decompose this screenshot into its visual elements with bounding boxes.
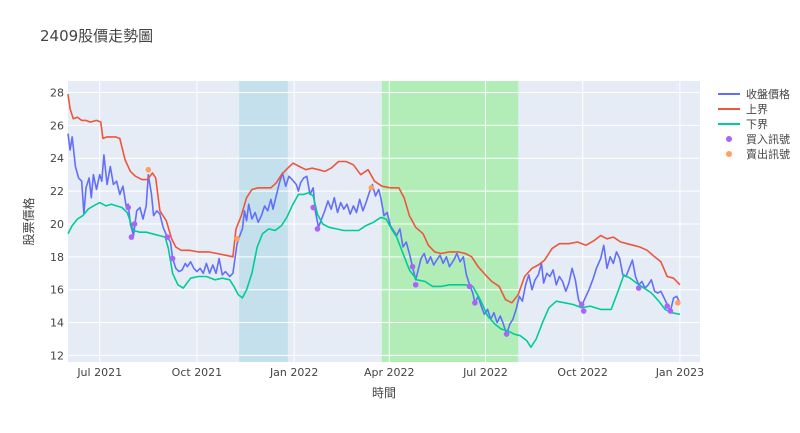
signal-marker-5[interactable] [675,300,681,306]
signal-marker-4[interactable] [503,331,510,337]
signal-marker-4[interactable] [667,308,674,314]
series-line-1 [67,133,681,335]
signal-marker-5[interactable] [368,185,375,191]
legend-item[interactable]: 下界 [718,118,768,131]
signal-marker-4[interactable] [169,255,176,262]
x-tick-label: Jul 2021 [76,366,122,379]
signal-marker-4[interactable] [409,263,416,270]
y-tick-label: 28 [50,87,64,100]
legend-swatch-marker [726,151,732,157]
legend-item[interactable]: 買入訊號 [726,132,790,146]
x-tick-label: Oct 2022 [557,366,608,379]
signal-marker-4[interactable] [310,204,316,211]
x-tick-label: Oct 2021 [172,366,223,379]
series-line-3 [67,191,681,348]
signal-marker-4[interactable] [314,226,321,232]
signal-marker-4[interactable] [466,283,473,290]
y-tick-label: 18 [50,251,64,264]
x-tick-label: Jan 2022 [269,366,318,379]
y-tick-labels: 12 14 16 18 20 22 24 26 28 [50,87,64,363]
legend-swatch-marker [726,136,732,142]
signal-marker-5[interactable] [234,235,240,242]
legend-item[interactable]: 收盤價格 [718,87,790,101]
legend-item[interactable]: 賣出訊號 [726,147,790,161]
y-axis-title: 股票價格 [21,197,36,245]
signal-marker-4[interactable] [635,285,642,291]
legend-label: 上界 [746,103,768,116]
y-tick-label: 14 [50,317,64,330]
signal-marker-4[interactable] [578,301,585,308]
shaded-region-1 [239,81,288,362]
x-tick-label: Apr 2022 [364,366,415,379]
signal-marker-4[interactable] [580,308,587,314]
y-tick-label: 20 [50,218,64,231]
x-tick-labels: Jul 2021 Oct 2021 Jan 2022 Apr 2022 Jul 2022… [76,366,704,379]
signal-marker-4[interactable] [412,281,419,288]
legend-label: 賣出訊號 [746,147,790,161]
series-layer [67,93,681,348]
signal-marker-4[interactable] [664,303,671,309]
signal-marker-4[interactable] [472,300,478,306]
legend-item[interactable]: 上界 [718,103,768,116]
signal-marker-4[interactable] [125,204,132,211]
y-tick-label: 26 [50,119,64,132]
signal-marker-4[interactable] [128,234,135,240]
signal-marker-4[interactable] [164,234,171,240]
y-tick-label: 12 [50,349,64,362]
legend-label: 收盤價格 [746,87,790,101]
legend-label: 買入訊號 [746,132,790,146]
grid-lines [68,81,700,362]
y-tick-label: 22 [50,185,64,198]
signal-marker-5[interactable] [145,166,152,173]
y-tick-label: 24 [50,152,64,165]
x-tick-label: Jul 2022 [462,366,508,379]
x-axis-title: 時間 [372,386,396,400]
series-line-2 [67,93,681,304]
signal-marker-4[interactable] [131,221,138,227]
chart-title: 2409股價走勢圖 [40,27,153,45]
y-tick-label: 16 [50,284,64,297]
x-tick-label: Jan 2023 [655,366,704,379]
legend-label: 下界 [746,118,768,131]
